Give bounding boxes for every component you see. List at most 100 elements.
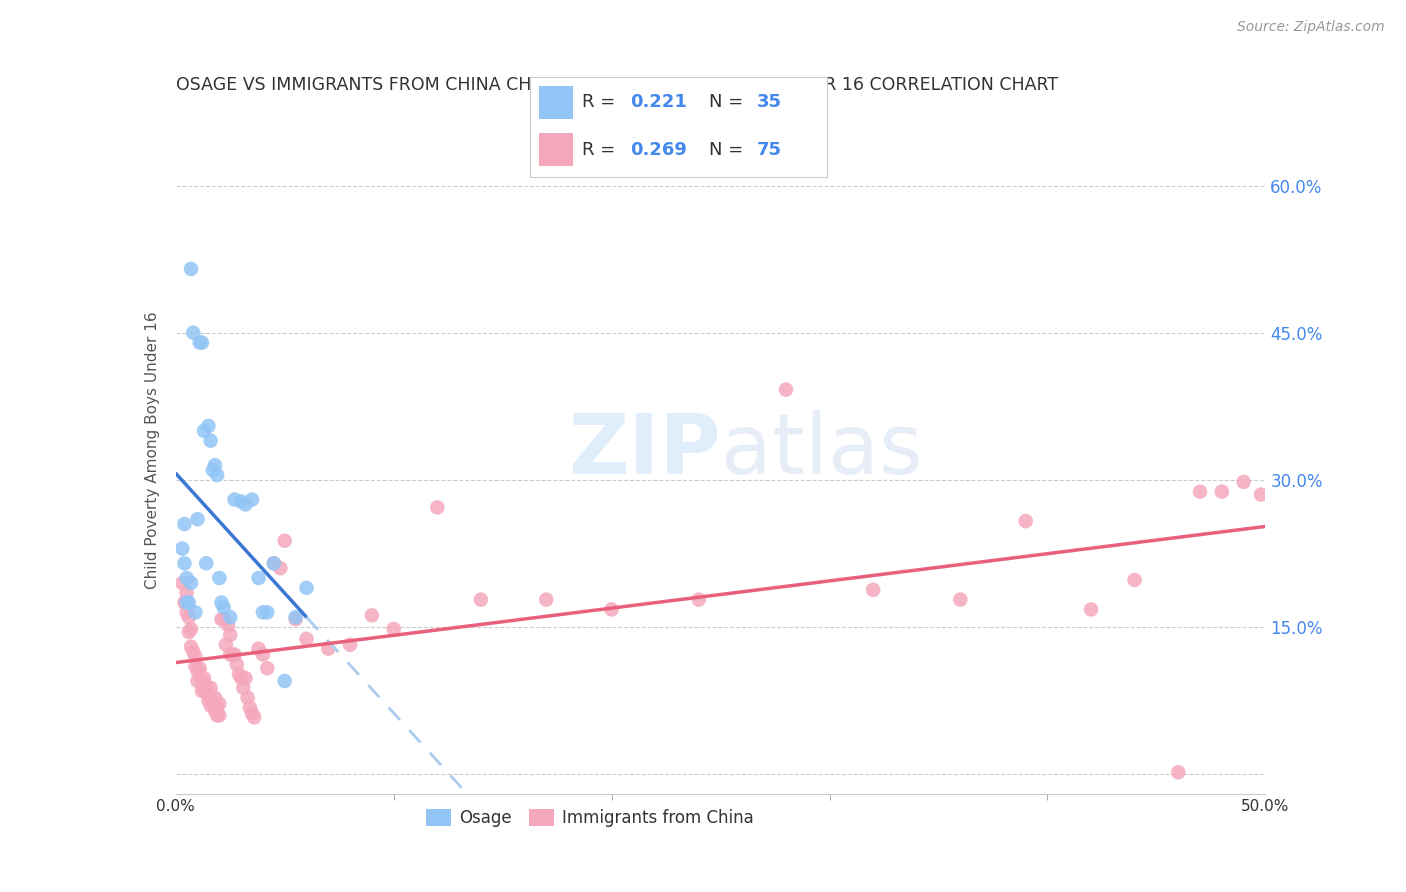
Point bbox=[186, 674, 209, 689]
Point bbox=[204, 690, 226, 705]
Point bbox=[269, 561, 291, 575]
Point bbox=[600, 602, 623, 616]
Point bbox=[180, 640, 202, 654]
Y-axis label: Child Poverty Among Boys Under 16: Child Poverty Among Boys Under 16 bbox=[145, 311, 160, 590]
Text: R =: R = bbox=[582, 94, 620, 112]
Point bbox=[470, 592, 492, 607]
Point bbox=[173, 596, 195, 610]
Point bbox=[205, 700, 228, 714]
Point bbox=[240, 492, 263, 507]
Point bbox=[256, 605, 278, 619]
Point bbox=[177, 610, 200, 624]
Point bbox=[197, 694, 219, 708]
Point bbox=[200, 698, 222, 713]
Point bbox=[274, 533, 297, 548]
Text: Source: ZipAtlas.com: Source: ZipAtlas.com bbox=[1237, 20, 1385, 34]
Point bbox=[208, 708, 231, 723]
Point bbox=[193, 683, 215, 698]
Point bbox=[200, 681, 222, 695]
Point bbox=[173, 517, 195, 532]
Point bbox=[181, 644, 204, 658]
Point bbox=[231, 671, 253, 685]
Point bbox=[205, 708, 228, 723]
Point bbox=[382, 622, 405, 636]
Point bbox=[688, 592, 710, 607]
Point bbox=[252, 605, 274, 619]
Point bbox=[225, 657, 247, 672]
Point bbox=[263, 557, 285, 571]
Point bbox=[284, 610, 307, 624]
Point bbox=[204, 458, 226, 473]
Point bbox=[180, 262, 202, 277]
Point bbox=[201, 463, 224, 477]
Point bbox=[191, 683, 214, 698]
Point bbox=[197, 687, 219, 701]
Point bbox=[184, 649, 207, 664]
Point bbox=[176, 586, 198, 600]
Point bbox=[1167, 765, 1189, 780]
Point bbox=[215, 638, 238, 652]
Point bbox=[534, 592, 557, 607]
Point bbox=[1080, 602, 1102, 616]
Point bbox=[339, 638, 361, 652]
Point bbox=[239, 700, 262, 714]
Point bbox=[184, 605, 207, 619]
Point bbox=[236, 690, 259, 705]
Text: ZIP: ZIP bbox=[568, 410, 721, 491]
Point bbox=[224, 648, 246, 662]
Point bbox=[208, 697, 231, 711]
Point bbox=[177, 596, 200, 610]
Point bbox=[775, 383, 797, 397]
Point bbox=[1232, 475, 1256, 489]
Point bbox=[188, 661, 211, 675]
Point bbox=[176, 596, 198, 610]
Point bbox=[1015, 514, 1038, 528]
Point bbox=[219, 628, 242, 642]
Point bbox=[191, 674, 214, 689]
Text: OSAGE VS IMMIGRANTS FROM CHINA CHILD POVERTY AMONG BOYS UNDER 16 CORRELATION CHA: OSAGE VS IMMIGRANTS FROM CHINA CHILD POV… bbox=[176, 77, 1057, 95]
Point bbox=[274, 674, 297, 689]
Point bbox=[284, 612, 307, 626]
Text: N =: N = bbox=[709, 141, 748, 159]
Point bbox=[1250, 488, 1272, 502]
Text: 0.269: 0.269 bbox=[630, 141, 688, 159]
Point bbox=[172, 541, 194, 556]
Point bbox=[204, 703, 226, 717]
Point bbox=[295, 632, 318, 646]
Bar bbox=[540, 133, 572, 166]
Point bbox=[200, 434, 222, 448]
Text: N =: N = bbox=[709, 94, 748, 112]
Point bbox=[426, 500, 449, 515]
Point bbox=[247, 571, 270, 585]
Point bbox=[173, 557, 195, 571]
Point bbox=[256, 661, 278, 675]
Text: 0.221: 0.221 bbox=[630, 94, 688, 112]
Point bbox=[177, 624, 200, 639]
Text: 75: 75 bbox=[756, 141, 782, 159]
Point bbox=[360, 608, 382, 623]
Point bbox=[224, 492, 246, 507]
Point bbox=[252, 648, 274, 662]
Point bbox=[232, 681, 254, 695]
Point bbox=[217, 618, 239, 632]
Point bbox=[318, 641, 340, 656]
Point bbox=[211, 612, 233, 626]
Point bbox=[235, 498, 257, 512]
Point bbox=[180, 576, 202, 591]
Point bbox=[191, 335, 214, 350]
Point bbox=[208, 571, 231, 585]
Point bbox=[212, 612, 235, 626]
Point bbox=[172, 576, 194, 591]
Point bbox=[862, 582, 884, 597]
Point bbox=[188, 335, 211, 350]
Point bbox=[186, 512, 209, 526]
Point bbox=[176, 571, 198, 585]
Point bbox=[221, 648, 243, 662]
Point bbox=[205, 468, 228, 483]
Point bbox=[949, 592, 972, 607]
Point bbox=[211, 596, 233, 610]
Point bbox=[235, 671, 257, 685]
Point bbox=[1211, 484, 1233, 499]
Point bbox=[184, 659, 207, 673]
Point bbox=[295, 581, 318, 595]
